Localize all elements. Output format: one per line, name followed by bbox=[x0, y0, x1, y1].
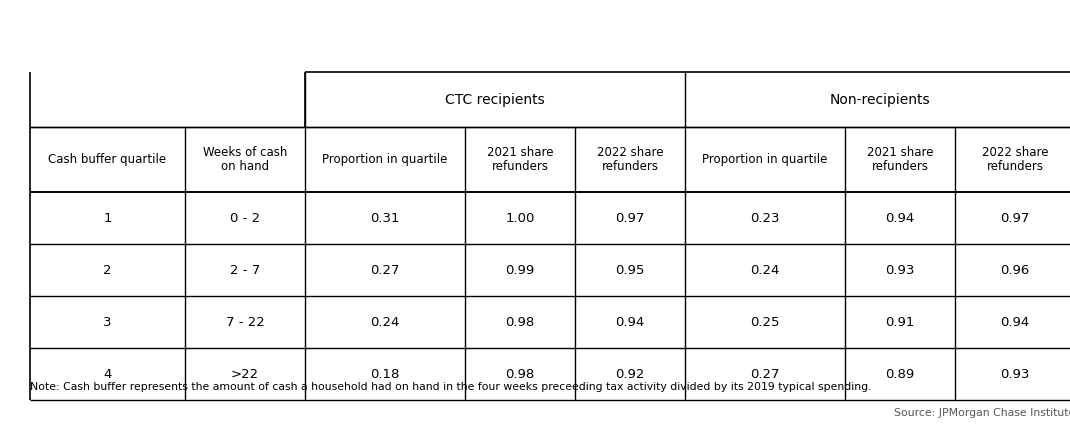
Text: 0 - 2: 0 - 2 bbox=[230, 211, 260, 225]
Text: 0.89: 0.89 bbox=[885, 368, 915, 380]
Text: 1.00: 1.00 bbox=[505, 211, 535, 225]
Text: 0.18: 0.18 bbox=[370, 368, 400, 380]
Text: 2: 2 bbox=[103, 264, 111, 276]
Text: 2021 share
refunders: 2021 share refunders bbox=[487, 146, 553, 173]
Text: Note: Cash buffer represents the amount of cash a household had on hand in the f: Note: Cash buffer represents the amount … bbox=[30, 382, 871, 392]
Text: 0.24: 0.24 bbox=[750, 264, 780, 276]
Text: 0.97: 0.97 bbox=[1000, 211, 1029, 225]
Text: 0.96: 0.96 bbox=[1000, 264, 1029, 276]
Text: 0.93: 0.93 bbox=[1000, 368, 1029, 380]
Text: Cash buffer quartile: Cash buffer quartile bbox=[48, 153, 167, 166]
Text: Non-recipients: Non-recipients bbox=[829, 92, 930, 107]
Text: 0.92: 0.92 bbox=[615, 368, 645, 380]
Text: 0.91: 0.91 bbox=[885, 315, 915, 329]
Text: 0.25: 0.25 bbox=[750, 315, 780, 329]
Text: 0.98: 0.98 bbox=[505, 315, 535, 329]
Text: 2022 share
refunders: 2022 share refunders bbox=[597, 146, 663, 173]
Text: Proportion in quartile: Proportion in quartile bbox=[322, 153, 447, 166]
Text: 2021 share
refunders: 2021 share refunders bbox=[867, 146, 933, 173]
Text: 2 - 7: 2 - 7 bbox=[230, 264, 260, 276]
Text: 7 - 22: 7 - 22 bbox=[226, 315, 264, 329]
Text: 0.95: 0.95 bbox=[615, 264, 645, 276]
Text: 0.27: 0.27 bbox=[750, 368, 780, 380]
Text: Source: JPMorgan Chase Institute: Source: JPMorgan Chase Institute bbox=[893, 408, 1070, 418]
Text: 4: 4 bbox=[104, 368, 111, 380]
Text: 2022 share
refunders: 2022 share refunders bbox=[982, 146, 1049, 173]
Text: Weeks of cash
on hand: Weeks of cash on hand bbox=[203, 146, 287, 173]
Text: 1: 1 bbox=[103, 211, 111, 225]
Text: 0.31: 0.31 bbox=[370, 211, 400, 225]
Text: Proportion in quartile: Proportion in quartile bbox=[702, 153, 828, 166]
Text: 0.23: 0.23 bbox=[750, 211, 780, 225]
Text: 0.99: 0.99 bbox=[505, 264, 535, 276]
Text: 0.98: 0.98 bbox=[505, 368, 535, 380]
Text: 0.93: 0.93 bbox=[885, 264, 915, 276]
Text: 0.97: 0.97 bbox=[615, 211, 645, 225]
Text: 0.94: 0.94 bbox=[1000, 315, 1029, 329]
Text: 0.94: 0.94 bbox=[885, 211, 915, 225]
Text: >22: >22 bbox=[231, 368, 259, 380]
Text: 0.27: 0.27 bbox=[370, 264, 400, 276]
Text: CTC recipients: CTC recipients bbox=[445, 92, 545, 107]
Text: 3: 3 bbox=[103, 315, 111, 329]
Text: 0.24: 0.24 bbox=[370, 315, 400, 329]
Text: 0.94: 0.94 bbox=[615, 315, 644, 329]
